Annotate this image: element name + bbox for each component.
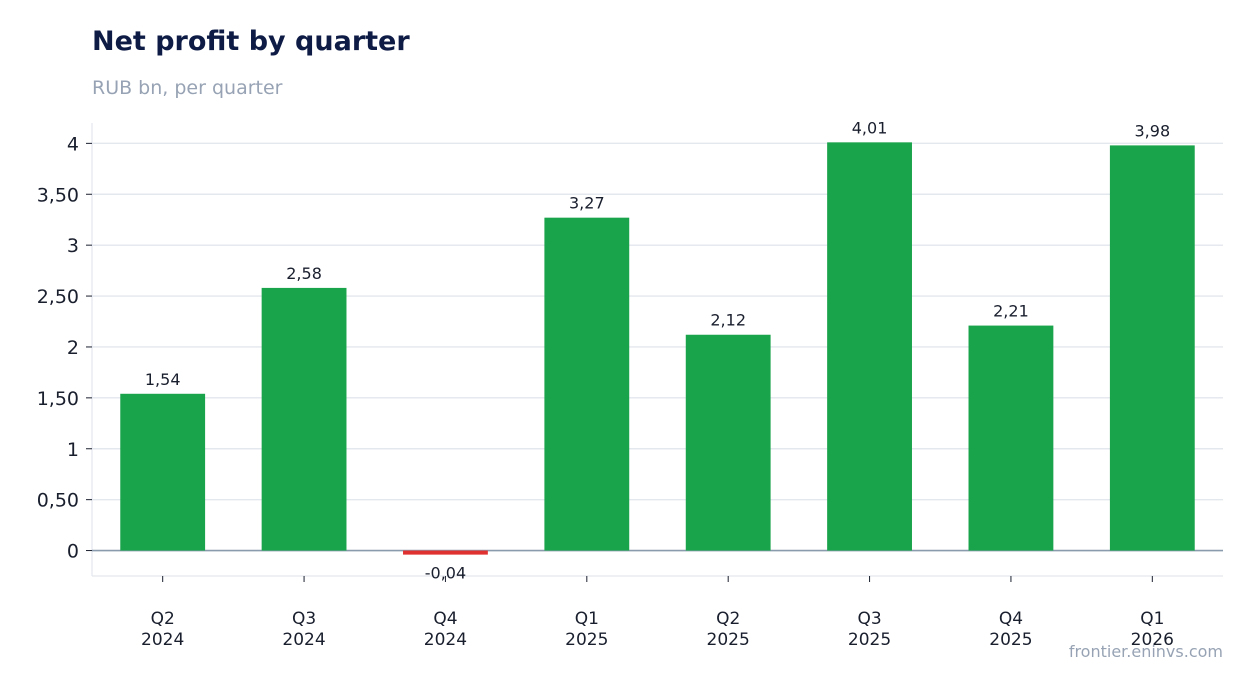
x-tick-label-year: 2025 — [989, 630, 1032, 650]
x-tick-label-quarter: Q4 — [433, 609, 457, 629]
y-tick-label: 0,50 — [37, 490, 79, 512]
x-tick-label-quarter: Q4 — [999, 609, 1023, 629]
x-tick-label-year: 2025 — [848, 630, 891, 650]
y-tick-label: 4 — [67, 133, 79, 155]
x-tick-label-quarter: Q3 — [857, 609, 881, 629]
bar — [403, 550, 488, 555]
bar — [1109, 145, 1195, 551]
x-tick-label-year: 2025 — [707, 630, 750, 650]
x-tick-label-quarter: Q1 — [575, 609, 599, 629]
bar — [120, 393, 206, 551]
x-tick-label-year: 2026 — [1131, 630, 1174, 650]
source-credit: frontier.eninvs.com — [1068, 642, 1223, 661]
x-tick-label-year: 2024 — [282, 630, 325, 650]
bar — [827, 142, 912, 551]
y-tick-label: 3,50 — [37, 184, 79, 206]
x-tick-label-quarter: Q2 — [716, 609, 740, 629]
data-label: 2,12 — [710, 311, 746, 330]
chart-title: Net profit by quarter — [92, 26, 410, 57]
data-label: 1,54 — [145, 370, 181, 389]
y-tick-label: 1,50 — [37, 388, 79, 410]
data-label: 3,27 — [569, 194, 605, 213]
y-tick-label: 0 — [67, 541, 79, 563]
x-tick-label-quarter: Q2 — [151, 609, 175, 629]
y-tick-label: 2,50 — [37, 286, 79, 308]
data-label: 2,58 — [286, 264, 322, 283]
y-tick-label: 2 — [67, 337, 79, 359]
y-tick-label: 3 — [67, 235, 79, 257]
data-label: -0,04 — [425, 564, 466, 583]
data-label: 4,01 — [852, 118, 888, 137]
bar — [968, 325, 1054, 551]
y-tick-label: 1 — [67, 439, 79, 461]
chart-subtitle: RUB bn, per quarter — [92, 77, 283, 99]
bar — [261, 287, 347, 551]
bar — [685, 334, 771, 551]
x-tick-label-quarter: Q1 — [1140, 609, 1164, 629]
data-label: 3,98 — [1135, 121, 1171, 140]
bars — [120, 142, 1195, 555]
x-tick-label-year: 2024 — [424, 630, 467, 650]
x-tick-label-year: 2024 — [141, 630, 184, 650]
data-label: 2,21 — [993, 302, 1029, 321]
x-tick-label-year: 2025 — [565, 630, 608, 650]
bar — [544, 217, 630, 551]
x-tick-label-quarter: Q3 — [292, 609, 316, 629]
labels: 00,5011,5022,5033,5041,54Q220242,58Q3202… — [37, 118, 1174, 650]
